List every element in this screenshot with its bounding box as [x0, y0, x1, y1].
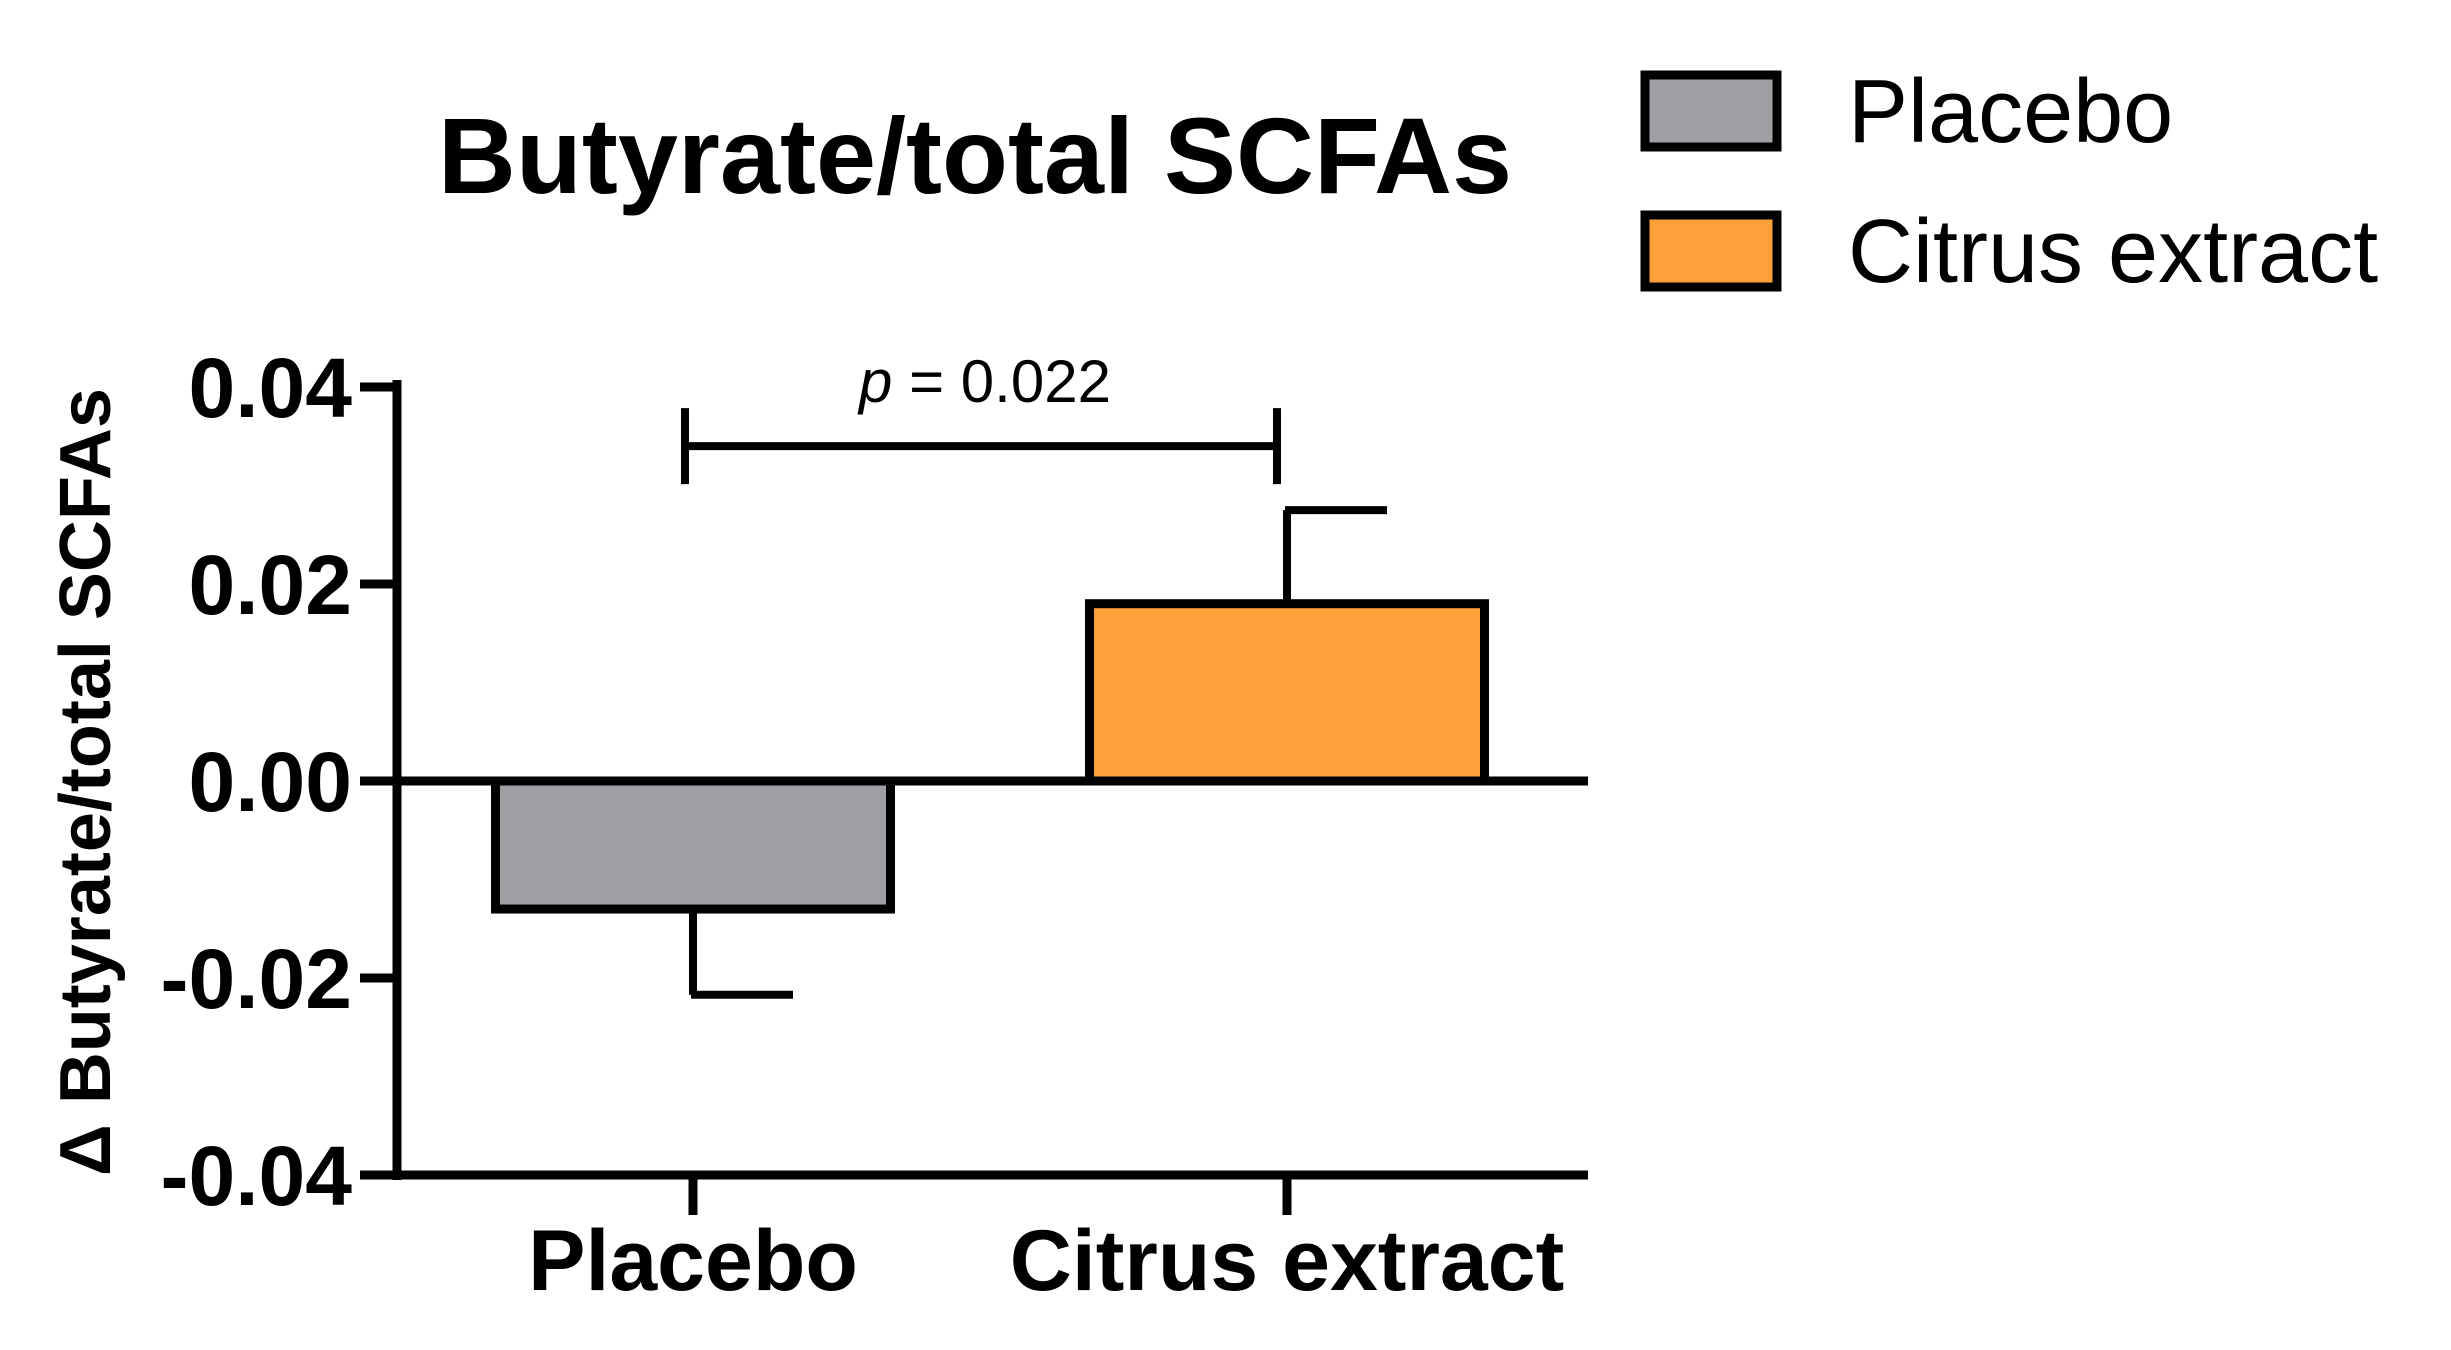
legend-label-citrus-extract: Citrus extract: [1848, 202, 2378, 302]
y-axis-label: Δ Butyrate/total SCFAs: [46, 388, 126, 1176]
x-ticks: Placebo Citrus extract: [528, 1175, 1564, 1309]
significance-bracket: [681, 408, 1281, 485]
y-tick-label: -0.02: [161, 932, 352, 1026]
y-tick-label: 0.04: [189, 341, 353, 435]
y-tick-label: 0.02: [189, 538, 353, 632]
legend-swatch-citrus-extract: [1640, 210, 1782, 292]
legend-label-placebo: Placebo: [1848, 62, 2173, 162]
y-tick-label: -0.04: [161, 1129, 353, 1223]
y-tick-label: 0.00: [189, 735, 353, 829]
error-bars-layer: [689, 506, 1387, 999]
legend: Placebo Citrus extract: [1640, 62, 2378, 302]
p-value-annotation: p = 0.022: [857, 348, 1111, 415]
chart-title: Butyrate/total SCFAs: [438, 95, 1512, 216]
bar-placebo: [491, 776, 895, 914]
legend-swatch-placebo: [1640, 70, 1782, 152]
bars-layer: [491, 599, 1489, 914]
x-tick-label-citrus-extract: Citrus extract: [1010, 1213, 1564, 1309]
y-ticks: 0.04 0.02 0.00 -0.02 -0.04: [161, 341, 397, 1223]
p-value-text: = 0.022: [892, 348, 1111, 415]
p-symbol: p: [857, 348, 892, 415]
bar-citrus-extract: [1085, 599, 1489, 786]
x-tick-label-placebo: Placebo: [528, 1213, 858, 1309]
